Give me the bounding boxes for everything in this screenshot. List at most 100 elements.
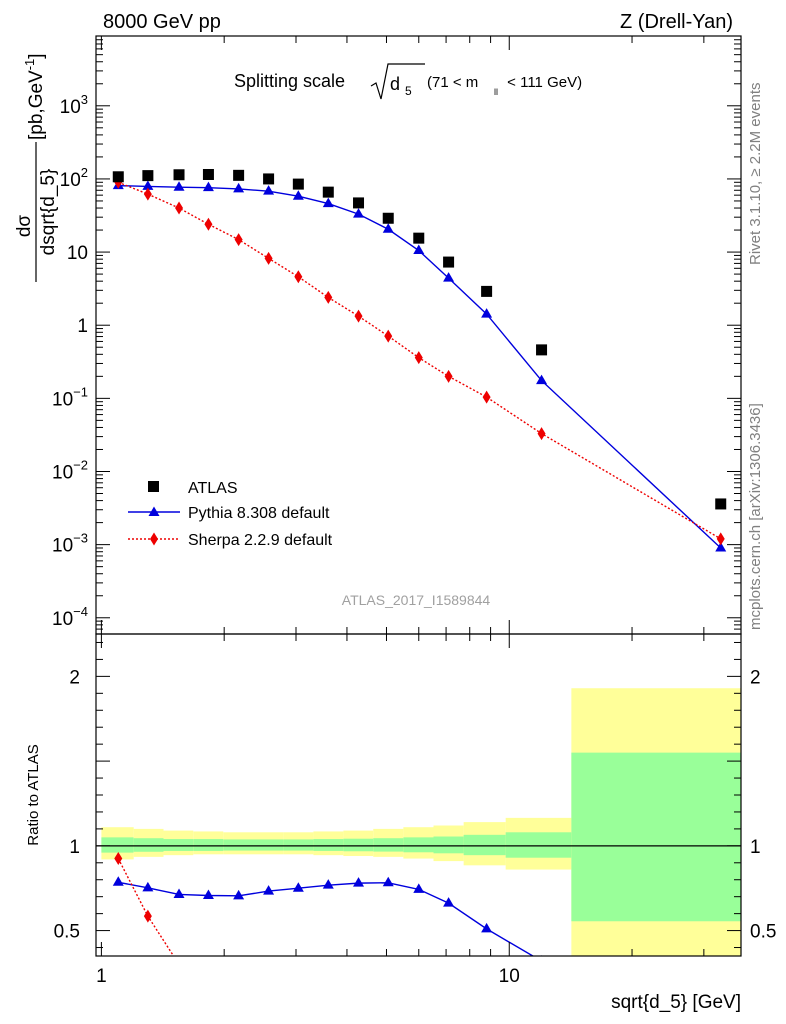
main-y-tick-label-exp: −4 — [73, 604, 88, 619]
y-label-unit-post: ] — [26, 53, 47, 58]
x-axis-label: sqrt{d_5} [GeV] — [611, 992, 741, 1013]
pythia-point — [322, 197, 334, 208]
legend-marker-atlas — [148, 481, 159, 492]
atlas-point — [322, 186, 334, 198]
uncertainty-band-inner — [101, 837, 134, 853]
ratio-pythia-point — [382, 876, 394, 887]
uncertainty-band-inner — [133, 838, 164, 852]
ratio-pythia-point — [112, 876, 124, 886]
ratio-pythia-point — [173, 888, 185, 898]
analysis-label: ATLAS_2017_I1589844 — [342, 592, 491, 608]
atlas-point — [382, 212, 394, 224]
legend-marker-pythia — [148, 506, 160, 516]
x-tick-label: 10 — [499, 966, 520, 987]
main-y-tick-label: 10−1 — [52, 384, 88, 410]
ratio-content — [96, 688, 741, 956]
y-label-numerator: dσ — [14, 215, 35, 238]
rivet-version-label: Rivet 3.1.10, ≥ 2.2M events — [747, 83, 764, 266]
main-y-tick-label-exp: −3 — [73, 531, 88, 546]
atlas-point — [202, 168, 214, 180]
sherpa-point — [537, 427, 546, 441]
title-range-pre: (71 < m — [427, 74, 478, 91]
legend-label-pythia: Pythia 8.308 default — [188, 505, 330, 522]
uncertainty-band-inner — [283, 839, 314, 851]
pythia-point — [173, 181, 185, 191]
uncertainty-band-inner — [193, 839, 224, 851]
pythia-point — [202, 181, 214, 192]
main-y-tick-label-exp: 2 — [81, 165, 88, 180]
sherpa-point — [354, 309, 363, 323]
ratio-pythia-point — [263, 885, 275, 895]
title-range-sub: ll — [494, 87, 498, 97]
main-y-tick-label-exp: −2 — [73, 457, 88, 472]
ratio-pythia-line — [118, 881, 535, 956]
source-label: mcplots.cern.ch [arXiv:1306.3436] — [747, 403, 764, 630]
sherpa-point — [414, 351, 423, 365]
main-y-tick-label-base: 10 — [52, 389, 73, 410]
pythia-point — [382, 223, 394, 233]
ratio-pythia-point — [322, 879, 334, 889]
main-y-tick-label-base: 10 — [67, 243, 88, 264]
main-y-tick-label: 1 — [77, 316, 88, 337]
uncertainty-band-inner — [163, 839, 194, 851]
atlas-point — [173, 169, 185, 181]
y-label-unit-sup: -1 — [22, 59, 37, 71]
title-main: Splitting scale — [234, 71, 345, 91]
uncertainty-band-inner — [373, 838, 404, 852]
main-y-tick-label-base: 10 — [52, 462, 73, 483]
uncertainty-band-inner — [463, 834, 506, 856]
pythia-point — [263, 185, 275, 195]
ratio-sherpa-point — [143, 909, 152, 923]
main-y-tick-label: 102 — [60, 165, 88, 191]
pythia-point — [353, 208, 365, 218]
atlas-point — [112, 171, 124, 183]
ratio-pythia-point — [413, 883, 425, 893]
ratio-y-tick-label-right: 0.5 — [750, 922, 776, 943]
atlas-point — [233, 169, 245, 181]
ratio-pythia-point — [481, 922, 493, 933]
main-y-tick-label-base: 10 — [60, 170, 81, 191]
uncertainty-band-inner — [433, 836, 464, 854]
y-label-unit: [pb,GeV-1] — [22, 53, 47, 140]
uncertainty-band-inner — [223, 839, 254, 851]
uncertainty-band-inner — [571, 752, 741, 922]
ratio-pythia-point — [202, 889, 214, 899]
sherpa-point — [482, 390, 491, 404]
ratio-sherpa-point — [114, 852, 123, 866]
legend-marker-sherpa — [150, 532, 158, 546]
pythia-point — [292, 190, 304, 200]
atlas-point — [353, 197, 365, 209]
ratio-pythia-point — [443, 897, 455, 907]
pythia-point — [715, 541, 727, 552]
main-y-tick-label: 10−4 — [52, 604, 88, 630]
legend-label-atlas: ATLAS — [188, 480, 238, 497]
ratio-pythia-point — [142, 881, 154, 892]
sherpa-point — [716, 532, 725, 546]
atlas-point — [142, 170, 154, 182]
main-y-tick-label-exp: −1 — [73, 384, 88, 399]
pythia-point — [233, 182, 245, 193]
legend-entry-atlas: ATLAS — [148, 480, 238, 497]
sherpa-point — [143, 187, 152, 201]
sherpa-point — [294, 270, 303, 284]
sherpa-point — [204, 217, 213, 231]
title-range-post: < 111 GeV) — [503, 74, 582, 91]
ratio-y-tick-label-left: 2 — [69, 667, 80, 688]
header-left: 8000 GeV pp — [103, 11, 221, 33]
ratio-y-tick-label-left: 1 — [69, 837, 80, 858]
sherpa-point — [175, 201, 184, 215]
main-y-tick-label-base: 1 — [77, 316, 88, 337]
ratio-pythia-point — [233, 889, 245, 900]
atlas-point — [443, 256, 455, 268]
y-label-unit-pre: [pb,GeV — [26, 70, 47, 140]
atlas-point — [413, 232, 425, 244]
legend-label-sherpa: Sherpa 2.2.9 default — [188, 532, 333, 549]
sqrt-sign-icon — [370, 63, 425, 100]
pythia-point — [481, 308, 493, 318]
ratio-y-tick-label-left: 0.5 — [54, 922, 80, 943]
ratio-y-tick-label-right: 2 — [750, 667, 761, 688]
atlas-point — [715, 498, 727, 510]
ratio-frame — [95, 633, 742, 957]
main-y-tick-label: 10 — [67, 243, 88, 264]
